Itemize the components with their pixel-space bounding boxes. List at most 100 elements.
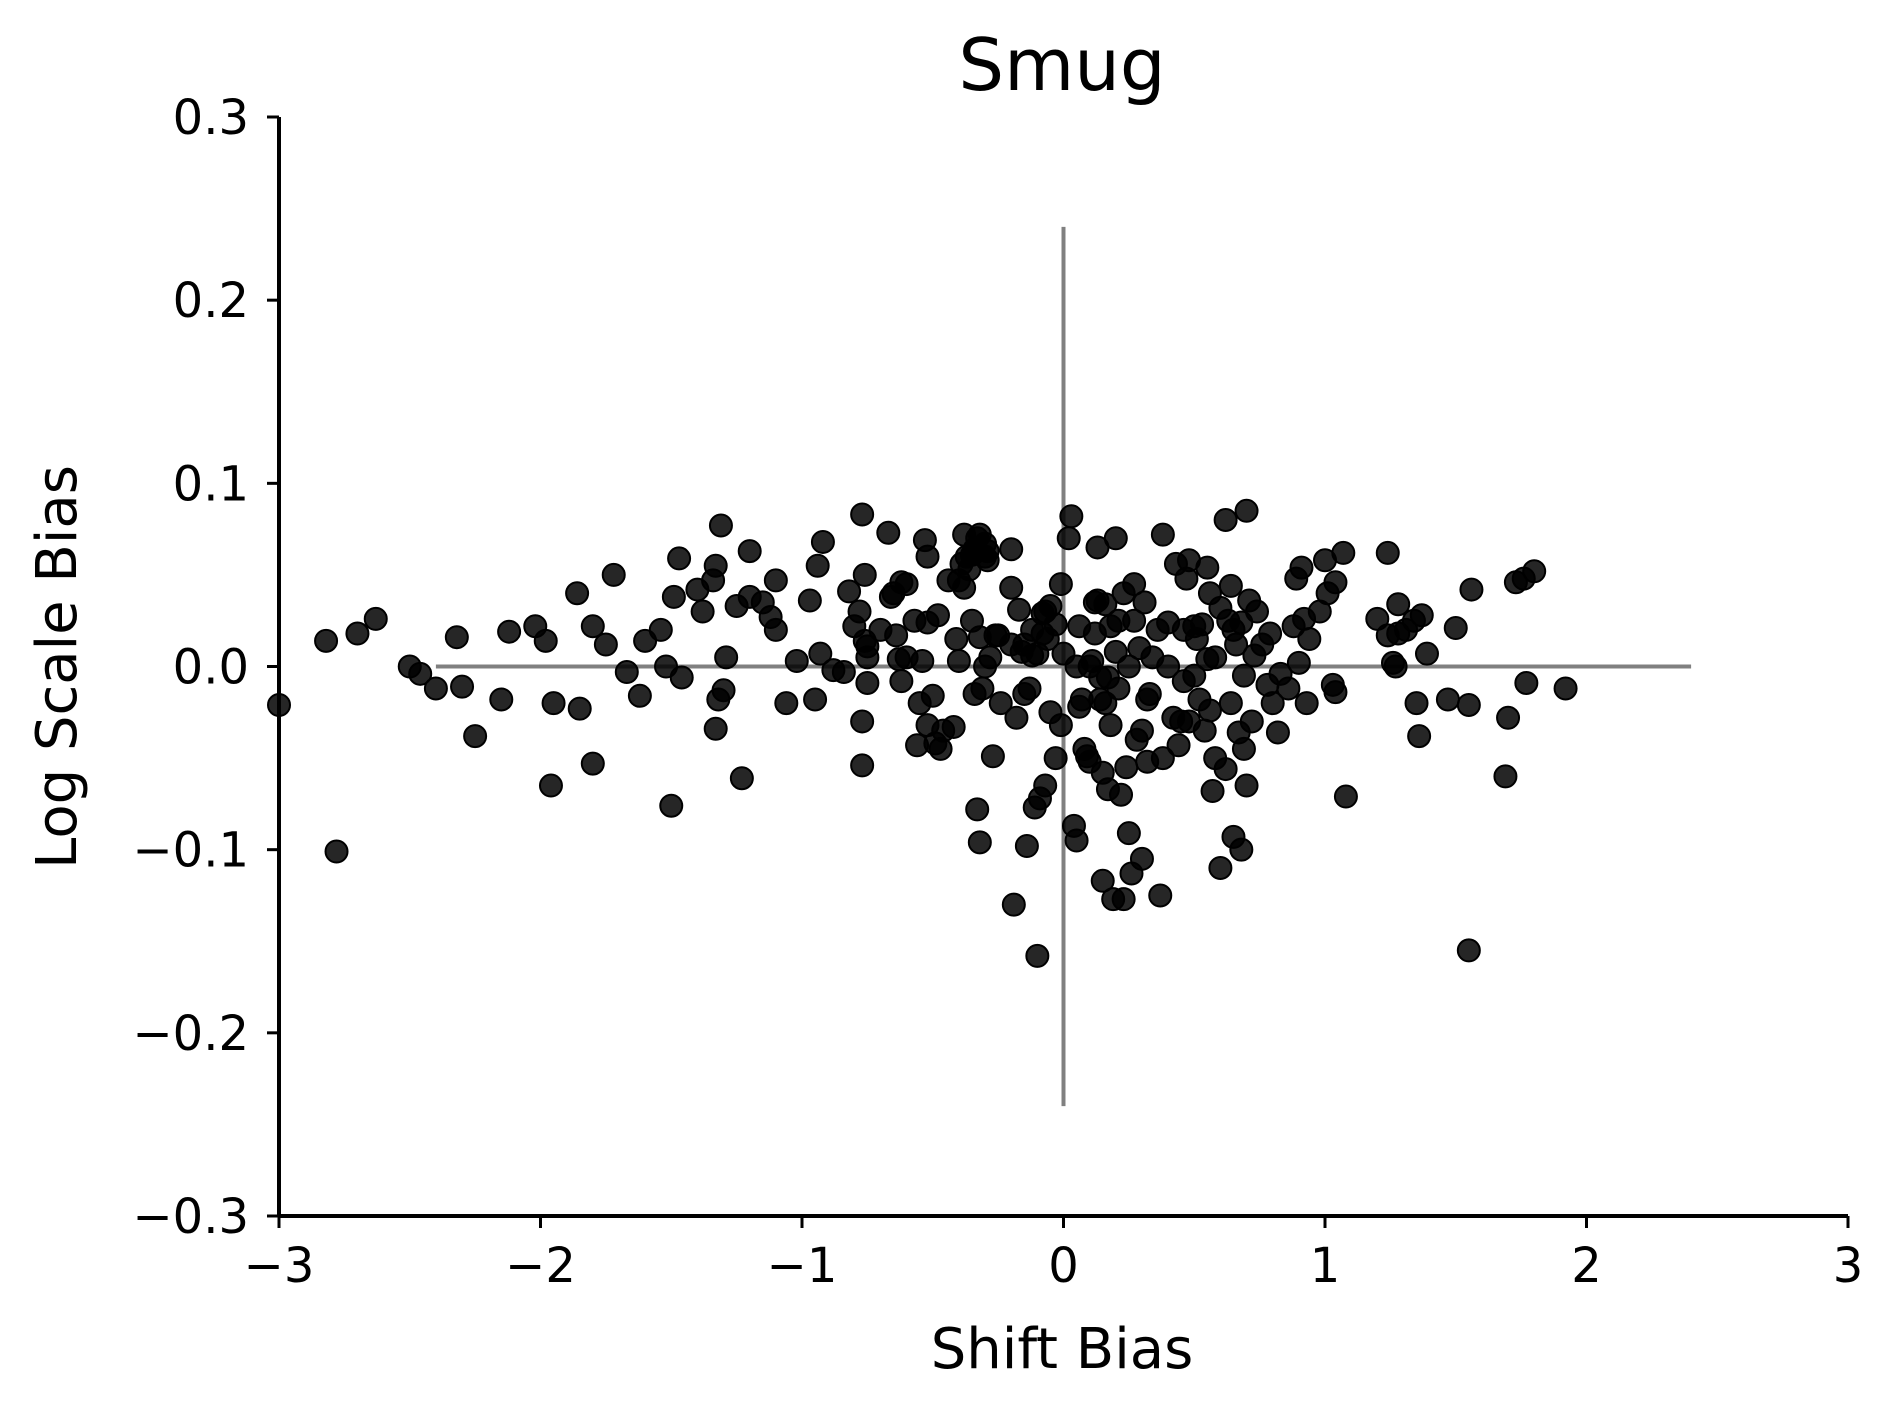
data-point-21 xyxy=(593,632,618,657)
data-point-253 xyxy=(1260,691,1285,716)
data-point-282 xyxy=(1407,724,1432,749)
data-point-48 xyxy=(763,617,788,642)
y-tick-label: −0.2 xyxy=(132,1006,249,1062)
data-point-124 xyxy=(999,575,1024,600)
y-tick-label: 0.0 xyxy=(173,640,249,696)
data-point-126 xyxy=(1004,705,1029,730)
x-tick-label: 3 xyxy=(1833,1238,1864,1294)
data-point-270 xyxy=(1331,540,1356,565)
data-point-89 xyxy=(925,603,950,628)
data-point-273 xyxy=(1375,540,1400,565)
data-point-52 xyxy=(803,687,828,712)
data-point-204 xyxy=(1150,746,1175,771)
data-point-147 xyxy=(1043,746,1068,771)
data-point-16 xyxy=(541,691,566,716)
data-point-49 xyxy=(774,691,799,716)
x-tick-label: 2 xyxy=(1571,1238,1602,1294)
data-point-87 xyxy=(920,683,945,708)
data-point-154 xyxy=(1064,828,1089,853)
data-point-122 xyxy=(999,537,1024,562)
data-point-187 xyxy=(1116,821,1141,846)
data-point-111 xyxy=(970,676,995,701)
x-tick-label: −1 xyxy=(767,1238,838,1294)
data-point-51 xyxy=(797,588,822,613)
data-point-28 xyxy=(659,793,684,818)
data-point-259 xyxy=(1286,650,1311,675)
data-point-285 xyxy=(1435,687,1460,712)
data-point-20 xyxy=(580,751,605,776)
data-point-53 xyxy=(805,553,830,578)
data-point-109 xyxy=(967,830,992,855)
data-point-131 xyxy=(1014,834,1039,859)
data-point-235 xyxy=(1218,691,1243,716)
data-point-12 xyxy=(497,619,522,644)
data-point-61 xyxy=(850,502,875,527)
data-point-54 xyxy=(808,641,833,666)
data-point-94 xyxy=(944,627,969,652)
data-point-232 xyxy=(1213,757,1238,782)
data-point-191 xyxy=(1122,608,1147,633)
data-point-227 xyxy=(1203,645,1228,670)
data-point-290 xyxy=(1493,764,1518,789)
x-axis-ticks: −3 −2 −1 0 1 2 3 xyxy=(244,1216,1864,1294)
data-point-36 xyxy=(703,716,728,741)
data-point-271 xyxy=(1333,784,1358,809)
data-point-296 xyxy=(1553,676,1578,701)
data-point-222 xyxy=(1195,555,1220,580)
data-point-60 xyxy=(847,599,872,624)
x-tick-label: 0 xyxy=(1048,1238,1079,1294)
data-point-199 xyxy=(1137,681,1162,706)
data-point-188 xyxy=(1116,654,1141,679)
data-point-190 xyxy=(1122,572,1147,597)
data-point-173 xyxy=(1093,592,1118,617)
data-point-11 xyxy=(489,687,514,712)
data-point-281 xyxy=(1404,691,1429,716)
data-point-55 xyxy=(810,529,835,554)
data-point-186 xyxy=(1114,755,1139,780)
data-point-6 xyxy=(408,661,433,686)
data-point-244 xyxy=(1234,773,1259,798)
data-point-268 xyxy=(1323,680,1348,705)
data-point-209 xyxy=(1166,733,1191,758)
data-point-2 xyxy=(345,621,370,646)
data-point-77 xyxy=(894,572,919,597)
data-point-82 xyxy=(910,649,935,674)
data-point-118 xyxy=(980,744,1005,769)
data-point-24 xyxy=(627,683,652,708)
data-point-127 xyxy=(1007,597,1032,622)
x-tick-label: −3 xyxy=(244,1238,315,1294)
data-point-269 xyxy=(1323,570,1348,595)
data-point-18 xyxy=(567,696,592,721)
y-tick-label: 0.3 xyxy=(173,90,249,146)
y-tick-label: −0.3 xyxy=(132,1189,249,1245)
y-tick-label: 0.2 xyxy=(173,273,249,329)
data-point-203 xyxy=(1150,522,1175,547)
data-point-132 xyxy=(1017,676,1042,701)
data-point-194 xyxy=(1129,846,1154,871)
data-point-4 xyxy=(324,839,349,864)
data-point-177 xyxy=(1098,713,1123,738)
data-point-50 xyxy=(784,649,809,674)
y-axis-ticks: −0.3 −0.2 −0.1 0.0 0.1 0.2 0.3 xyxy=(132,90,279,1245)
data-point-73 xyxy=(884,623,909,648)
data-point-149 xyxy=(1048,713,1073,738)
chart-title: Smug xyxy=(958,23,1165,107)
data-point-230 xyxy=(1208,855,1233,880)
data-point-67 xyxy=(855,645,880,670)
data-point-202 xyxy=(1148,883,1173,908)
data-point-148 xyxy=(1048,572,1073,597)
data-point-289 xyxy=(1459,577,1484,602)
y-tick-label: 0.1 xyxy=(173,456,249,512)
data-point-125 xyxy=(1001,892,1026,917)
data-point-95 xyxy=(946,649,971,674)
data-point-116 xyxy=(975,539,1000,564)
data-point-286 xyxy=(1443,616,1468,641)
data-point-84 xyxy=(915,544,940,569)
data-point-63 xyxy=(850,709,875,734)
data-point-288 xyxy=(1456,692,1481,717)
data-point-9 xyxy=(450,674,475,699)
data-point-146 xyxy=(1043,612,1068,637)
x-tick-label: −2 xyxy=(505,1238,576,1294)
data-point-182 xyxy=(1106,676,1131,701)
data-point-17 xyxy=(565,581,590,606)
